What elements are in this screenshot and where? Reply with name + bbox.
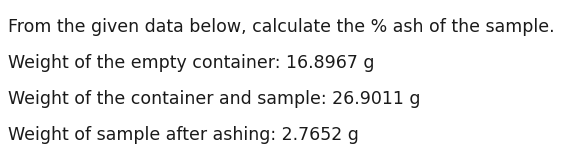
Text: Weight of sample after ashing: 2.7652 g: Weight of sample after ashing: 2.7652 g xyxy=(8,126,359,144)
Text: From the given data below, calculate the % ash of the sample.: From the given data below, calculate the… xyxy=(8,18,555,36)
Text: Weight of the empty container: 16.8967 g: Weight of the empty container: 16.8967 g xyxy=(8,54,374,72)
Text: Weight of the container and sample: 26.9011 g: Weight of the container and sample: 26.9… xyxy=(8,90,420,108)
